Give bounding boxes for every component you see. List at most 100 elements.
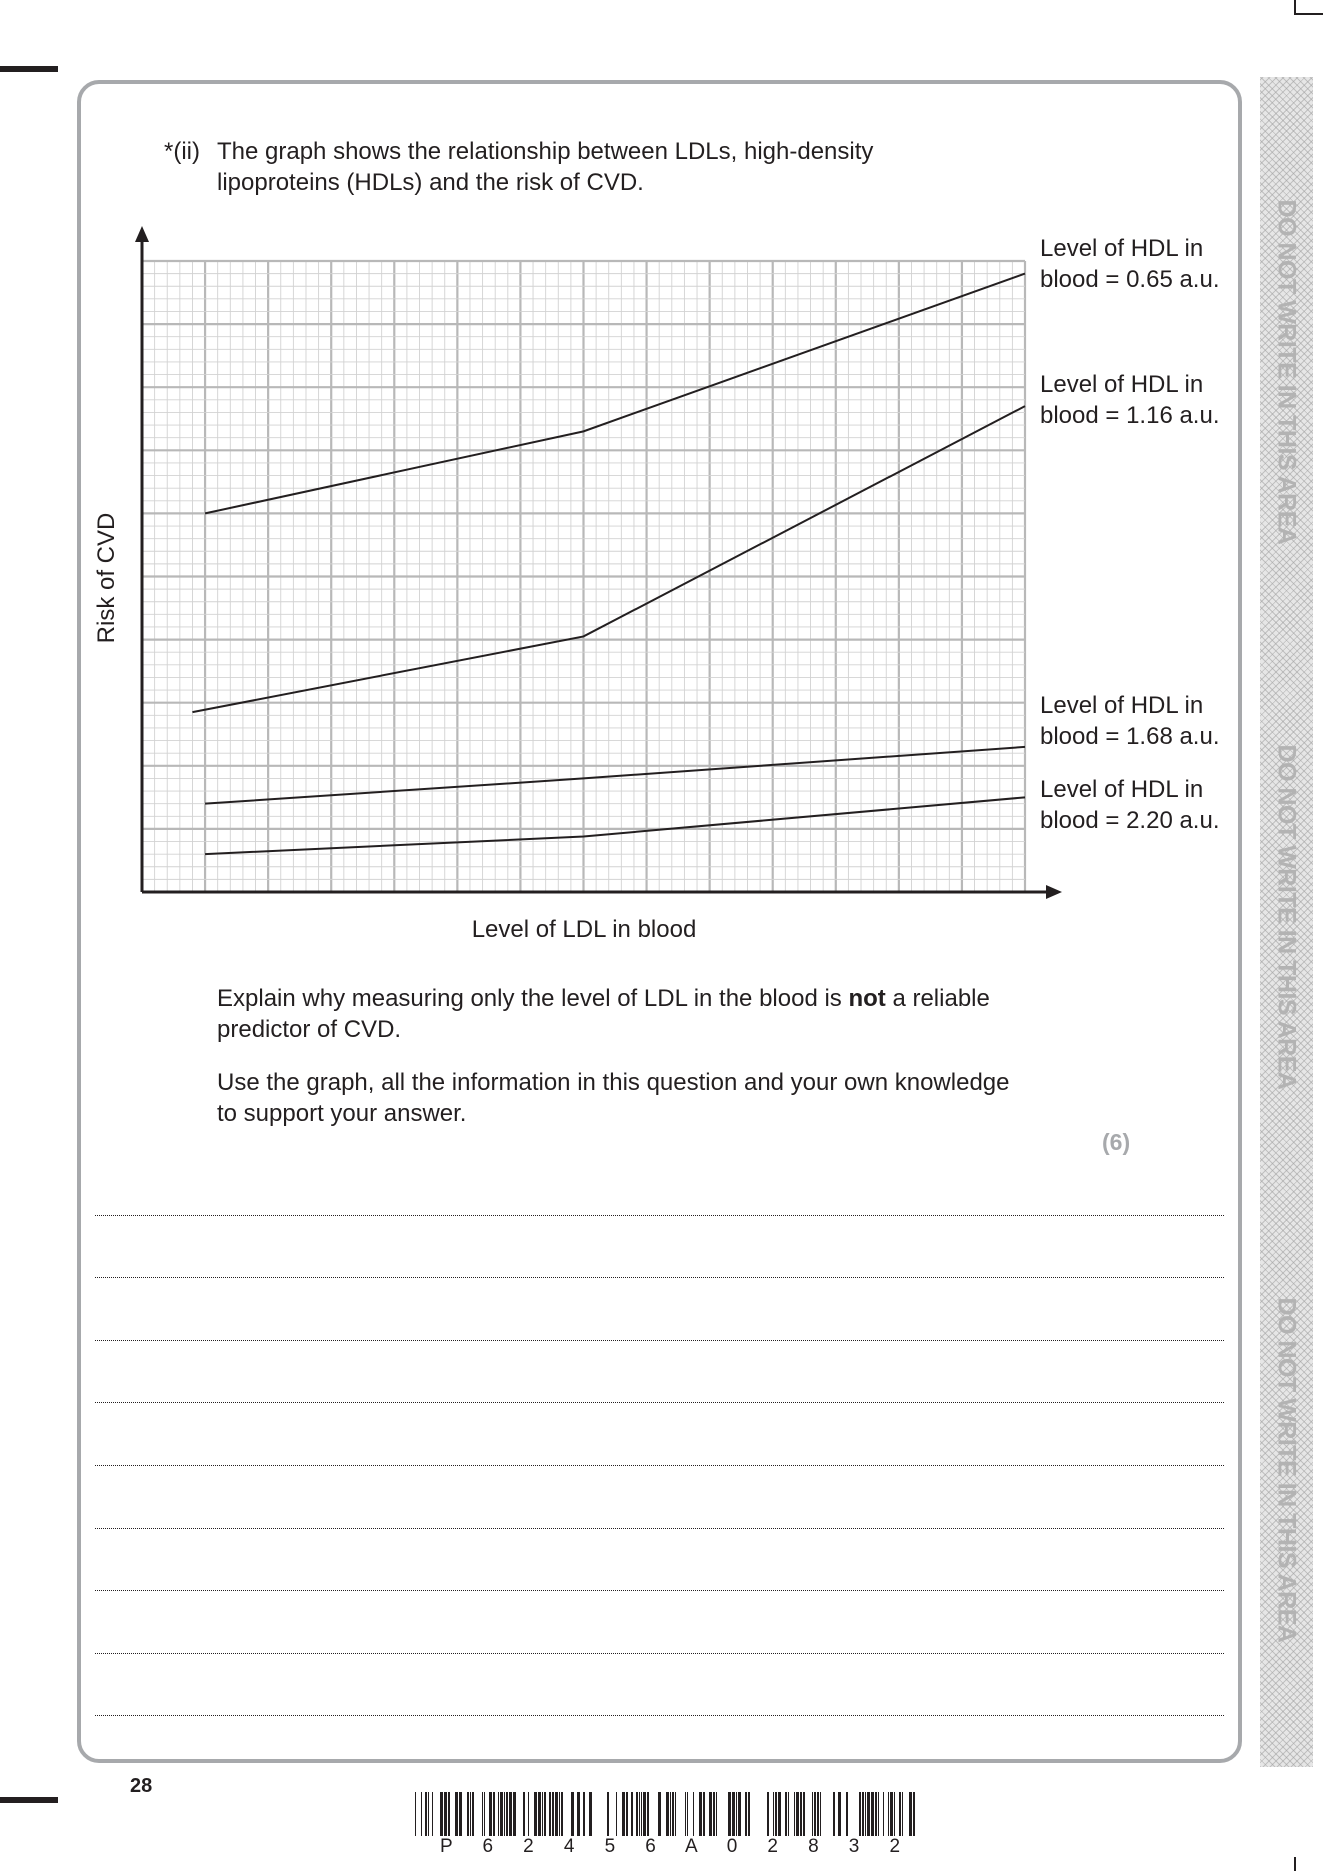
y-axis-arrow	[135, 226, 149, 242]
barcode-bar	[509, 1792, 512, 1836]
chart-grid	[140, 259, 1027, 894]
barcode-bar	[812, 1792, 813, 1836]
barcode-bar	[421, 1792, 422, 1836]
barcode-bar	[658, 1792, 661, 1836]
barcode-bar	[542, 1792, 543, 1836]
question-text-line-2: lipoproteins (HDLs) and the risk of CVD.	[217, 169, 644, 196]
barcode-bar	[687, 1792, 688, 1836]
explain-text-post: a reliable	[885, 985, 990, 1012]
explain-instruction: Explain why measuring only the level of …	[217, 983, 990, 1014]
barcode-bar	[549, 1792, 551, 1836]
series-lines	[192, 272, 1026, 856]
barcode-bar	[498, 1792, 499, 1836]
barcode-bar	[440, 1792, 443, 1836]
barcode-bar	[820, 1792, 821, 1836]
barcode-bar	[534, 1792, 537, 1836]
barcode-char: 6	[482, 1836, 494, 1857]
series-label-1-line-1: Level of HDL in	[1040, 235, 1203, 262]
do-not-write-label-3: DO NOT WRITE IN THIS AREA	[1272, 1297, 1301, 1643]
registration-mark-top-right	[1294, 0, 1296, 14]
barcode-char: 4	[563, 1836, 575, 1857]
barcode-char: 2	[523, 1836, 534, 1857]
barcode-bar	[685, 1792, 686, 1836]
series-label-2-line-2: blood = 1.16 a.u.	[1040, 402, 1219, 429]
barcode-bar	[796, 1792, 799, 1836]
barcode-bar	[838, 1792, 841, 1836]
barcode-bar	[672, 1792, 674, 1836]
registration-mark-top-right-h	[1294, 13, 1323, 15]
barcode-bar	[859, 1792, 861, 1836]
barcode-bar	[785, 1792, 787, 1836]
barcode-bar	[470, 1792, 471, 1836]
page-number: 28	[130, 1775, 153, 1797]
barcode-bar	[788, 1792, 789, 1836]
cvd-risk-chart: Level of HDL in blood = 0.65 a.u. Level of…	[93, 226, 1219, 943]
answer-line-8[interactable]	[95, 1653, 1224, 1654]
barcode-bar	[871, 1792, 874, 1836]
barcode-bar	[775, 1792, 777, 1836]
barcode-bar	[846, 1792, 848, 1836]
registration-mark-bottom-right	[1294, 1857, 1296, 1871]
barcode-bar	[888, 1792, 889, 1836]
barcode-char: 3	[848, 1836, 860, 1857]
barcode-bar	[432, 1792, 433, 1836]
barcode-bar	[484, 1792, 485, 1836]
answer-line-5[interactable]	[95, 1465, 1224, 1466]
series-label-3-line-1: Level of HDL in	[1040, 692, 1203, 719]
barcode-bar	[577, 1792, 580, 1836]
answer-line-3[interactable]	[95, 1340, 1224, 1341]
answer-line-7[interactable]	[95, 1590, 1224, 1591]
barcode-bar	[622, 1792, 625, 1836]
series-label-4-line-2: blood = 2.20 a.u.	[1040, 807, 1219, 834]
explain-text-pre: Explain why measuring only the level of …	[217, 985, 849, 1012]
registration-mark-left-bottom	[0, 1797, 58, 1803]
barcode-bar	[738, 1792, 741, 1836]
series-line-3	[205, 745, 1026, 805]
barcode-bar	[666, 1792, 669, 1836]
barcode-bar	[641, 1792, 642, 1836]
barcode-bar	[899, 1792, 901, 1836]
answer-line-2[interactable]	[95, 1277, 1224, 1278]
barcode-bar	[636, 1792, 638, 1836]
answer-line-9[interactable]	[95, 1715, 1224, 1716]
barcode-bar	[482, 1792, 483, 1836]
series-label-1-line-2: blood = 0.65 a.u.	[1040, 266, 1219, 293]
barcode-bar	[607, 1792, 609, 1836]
barcode-bar	[909, 1792, 912, 1836]
barcode-bar	[693, 1792, 694, 1836]
barcode-bar	[428, 1792, 429, 1836]
barcode-bar	[709, 1792, 712, 1836]
barcode-bar	[728, 1792, 731, 1836]
barcode-bar	[814, 1792, 816, 1836]
barcode-bar	[583, 1792, 585, 1836]
barcode-bar	[773, 1792, 774, 1836]
answer-line-6[interactable]	[95, 1528, 1224, 1529]
series-label-4-line-1: Level of HDL in	[1040, 776, 1203, 803]
barcode-bar	[778, 1792, 781, 1836]
barcode-char: 6	[645, 1836, 656, 1857]
answer-line-1[interactable]	[95, 1215, 1224, 1216]
barcode-bar	[504, 1792, 505, 1836]
y-axis-label: Risk of CVD	[93, 513, 120, 644]
barcode-bar	[631, 1792, 633, 1836]
explain-instruction-line-2: predictor of CVD.	[217, 1016, 402, 1043]
barcode-bar	[561, 1792, 563, 1836]
barcode-char: 5	[604, 1836, 616, 1857]
barcode-bar	[865, 1792, 866, 1836]
barcode-bar	[559, 1792, 560, 1836]
barcode-bar	[794, 1792, 795, 1836]
barcode-bar	[890, 1792, 893, 1836]
barcode-bar	[552, 1792, 554, 1836]
answer-frame	[77, 80, 1242, 1763]
barcode-bar	[875, 1792, 877, 1836]
barcode-char: A	[684, 1836, 697, 1857]
barcode-char: 8	[808, 1836, 819, 1857]
question-number: *(ii)	[164, 138, 200, 165]
barcode-bar	[523, 1792, 525, 1836]
barcode-bar	[867, 1792, 870, 1836]
marks-available: (6)	[1102, 1129, 1131, 1155]
barcode-char: 2	[767, 1836, 778, 1857]
barcode-bar	[493, 1792, 495, 1836]
answer-line-4[interactable]	[95, 1402, 1224, 1403]
barcode-bar	[675, 1792, 676, 1836]
